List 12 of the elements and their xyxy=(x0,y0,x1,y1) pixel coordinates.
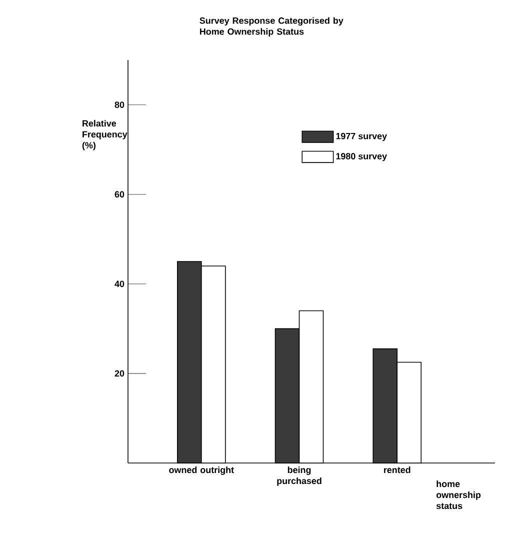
y-tick-label: 20 xyxy=(114,370,124,377)
y-tick-label: 80 xyxy=(114,102,124,108)
x-tick-label: being purchased xyxy=(276,466,322,486)
legend-label: 1980 survey xyxy=(336,153,387,162)
x-tick-label: owned outright xyxy=(168,466,234,475)
y-tick-label: 40 xyxy=(114,280,124,288)
x-axis-title: home ownership status xyxy=(436,480,480,510)
chart-title: Survey Response Categorised by Home Ownership Status xyxy=(199,17,344,37)
y-axis-title: Relative Frequency (%) xyxy=(82,120,128,150)
legend-label: 1977 survey xyxy=(336,132,387,142)
x-tick-label: rented xyxy=(384,466,410,474)
y-tick-label: 60 xyxy=(114,191,124,198)
